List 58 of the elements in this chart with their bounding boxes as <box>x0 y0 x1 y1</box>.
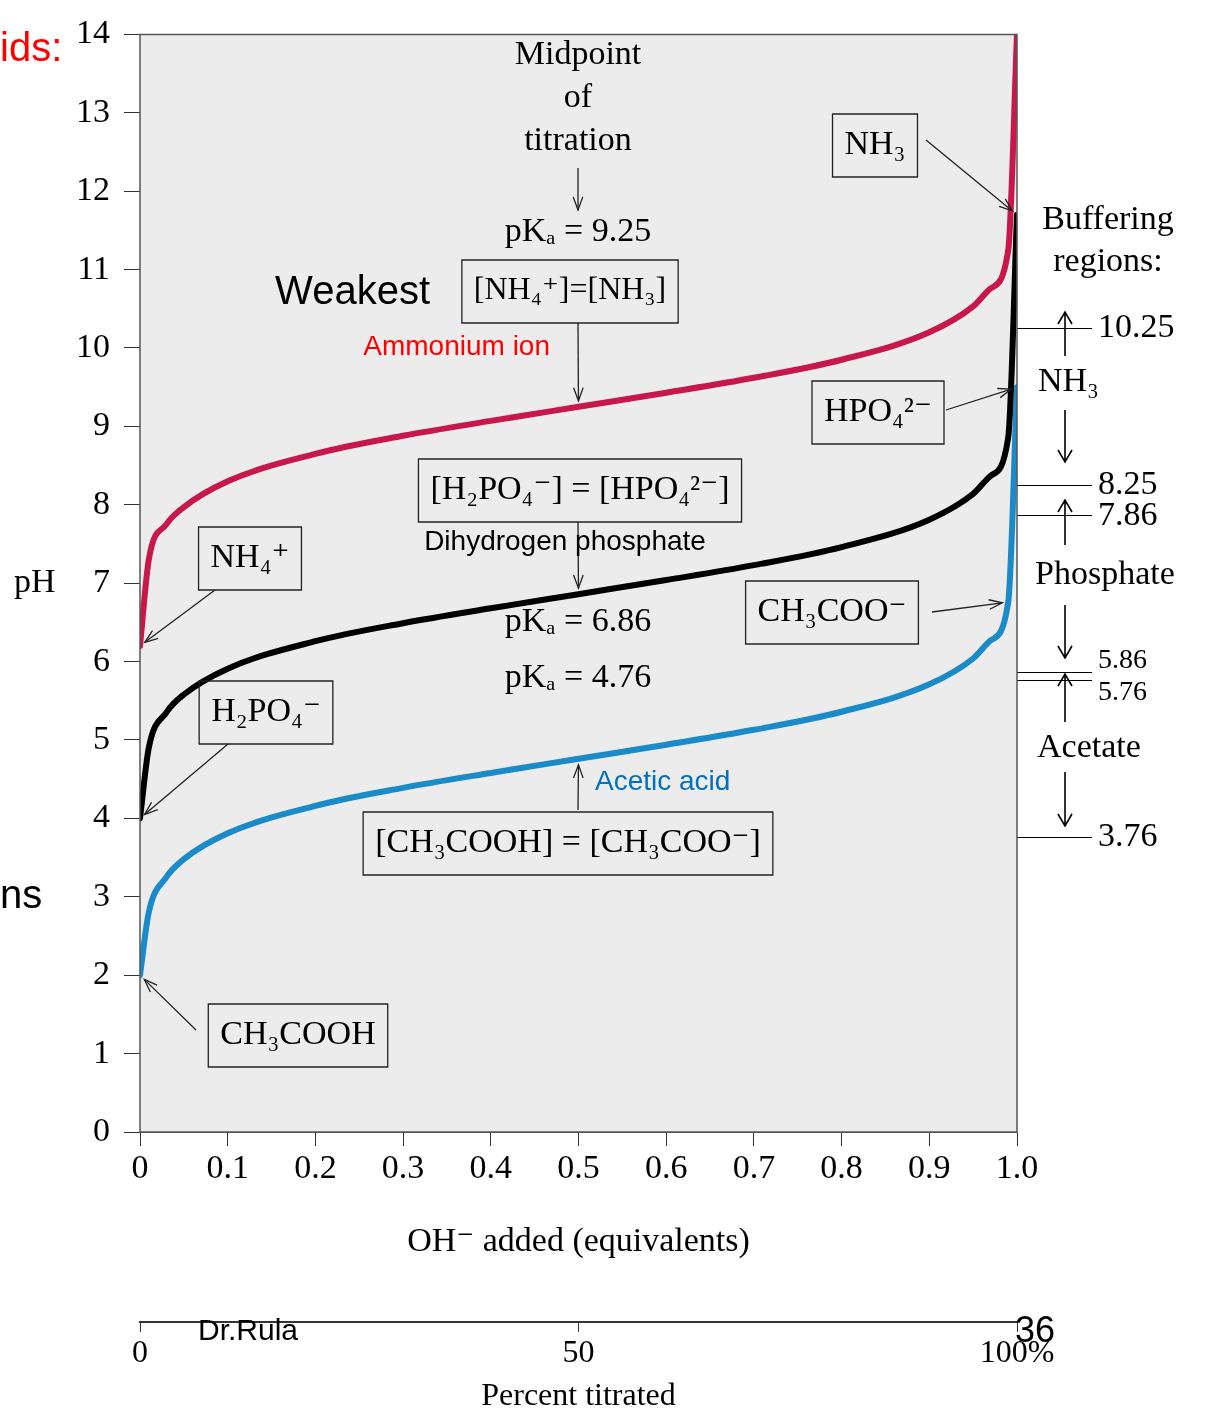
y-tick-label: 8 <box>93 483 110 521</box>
y-tick-label: 14 <box>76 13 110 51</box>
text: Buffering regions: <box>1042 198 1174 278</box>
y-tick-label: 7 <box>93 562 110 600</box>
y-tick-label: 13 <box>76 91 110 129</box>
annotation: Midpoint of titration <box>514 33 642 157</box>
x-tick-label: 1.0 <box>995 1148 1039 1186</box>
annotation: [H₂PO₄⁻] = [HPO₄²⁻] <box>430 468 730 506</box>
y2-tick-label: 10.25 <box>1098 307 1175 345</box>
y-tick-label: 0 <box>93 1110 110 1148</box>
y-tick-label: 9 <box>93 405 110 443</box>
x-axis-title: OH⁻ added (equivalents) <box>407 1220 750 1259</box>
annotation: pKₐ = 9.25 <box>504 210 652 248</box>
x-tick-label: 0.4 <box>469 1148 513 1186</box>
x2-tick-label: 50 <box>562 1332 595 1369</box>
y-tick-label: 2 <box>93 954 110 992</box>
y-tick-label: 5 <box>93 718 110 756</box>
x-tick-label: 0.2 <box>294 1148 337 1186</box>
x-tick-label: 0.8 <box>820 1148 863 1186</box>
text: Dr.Rula <box>198 1313 299 1347</box>
annotation: CH₃COO⁻ <box>757 590 907 628</box>
annotation: HPO₄²⁻ <box>823 390 933 428</box>
annotation: pKₐ = 6.86 <box>504 600 652 638</box>
annotation: NH₄⁺ <box>210 536 290 574</box>
annotation: NH₃ <box>844 123 906 161</box>
y-tick-label: 1 <box>93 1032 110 1070</box>
text: ns <box>0 872 43 917</box>
y-tick-label: 3 <box>93 875 110 913</box>
x2-axis-title: Percent titrated <box>481 1376 676 1413</box>
text: ids: <box>0 25 63 70</box>
annotation: [CH₃COOH] = [CH₃COO⁻] <box>375 821 761 859</box>
text: Phosphate <box>1035 553 1175 591</box>
y-tick-label: 6 <box>93 640 110 678</box>
annotation: CH₃COOH <box>220 1013 376 1051</box>
y2-tick-label: 3.76 <box>1098 816 1158 854</box>
x-tick-label: 0 <box>131 1148 149 1186</box>
y-tick-label: 4 <box>93 797 110 835</box>
annotation: pKₐ = 4.76 <box>504 656 652 694</box>
text: NH₃ <box>1038 360 1099 398</box>
y-tick-label: 10 <box>76 326 110 364</box>
text: Acetate <box>1037 726 1141 764</box>
annotation: Acetic acid <box>595 764 731 796</box>
x-tick-label: 0.6 <box>644 1148 688 1186</box>
annotation: Ammonium ion <box>363 329 550 361</box>
x-tick-label: 0.1 <box>206 1148 249 1186</box>
x-tick-label: 0.7 <box>732 1148 776 1186</box>
annotation: H₂PO₄⁻ <box>211 690 321 728</box>
y-tick-label: 12 <box>76 170 110 208</box>
x-tick-label: 0.3 <box>381 1148 425 1186</box>
x-tick-label: 0.9 <box>908 1148 951 1186</box>
x-tick-label: 0.5 <box>557 1148 600 1186</box>
y2-tick-label: 5.76 <box>1098 674 1147 706</box>
annotation: [NH₄⁺]=[NH₃] <box>473 270 667 307</box>
y-tick-label: 11 <box>77 248 110 286</box>
annotation: Weakest <box>275 268 430 313</box>
y-axis-title: pH <box>14 562 56 600</box>
x2-tick-label: 0 <box>132 1332 148 1369</box>
y2-tick-label: 5.86 <box>1098 643 1147 675</box>
